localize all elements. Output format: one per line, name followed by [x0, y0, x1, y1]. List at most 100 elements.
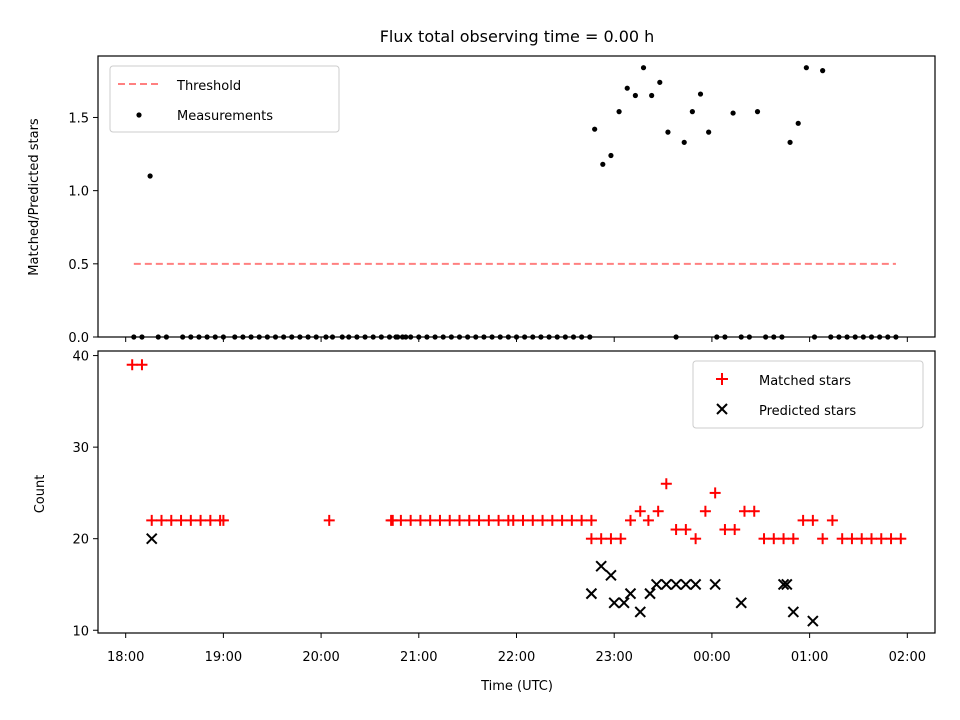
- matched-star-point: [778, 533, 790, 545]
- matched-star-point: [395, 514, 407, 526]
- matched-star-point: [670, 524, 682, 536]
- measurement-point: [820, 68, 826, 74]
- matched-star-point: [444, 514, 456, 526]
- predicted-star-point: [618, 597, 630, 609]
- matched-star-point: [680, 524, 692, 536]
- measurement-point: [147, 173, 153, 179]
- measurement-point: [681, 139, 687, 145]
- matched-star-point: [126, 359, 138, 371]
- predicted-star-point: [709, 578, 721, 591]
- matched-star-point: [660, 478, 672, 490]
- measurement-point: [697, 91, 704, 97]
- matched-star-point: [605, 533, 617, 545]
- matched-star-point: [473, 514, 485, 526]
- predicted-star-point: [605, 569, 617, 582]
- matched-star-point: [424, 514, 436, 526]
- matched-star-point: [414, 514, 426, 526]
- predicted-star-point: [650, 578, 663, 591]
- measurement-point: [787, 139, 793, 145]
- predicted-star-point: [787, 606, 800, 618]
- matched-star-point: [185, 514, 197, 526]
- matched-legend-label: Matched stars: [759, 374, 851, 389]
- matched-legend-swatch: [716, 373, 728, 385]
- measurement-point: [706, 129, 712, 135]
- matched-star-point: [758, 533, 770, 545]
- matched-star-point: [136, 359, 148, 371]
- measurement-point: [795, 120, 801, 126]
- measurement-point: [665, 129, 671, 135]
- measurement-point: [803, 65, 809, 71]
- measurement-point: [730, 110, 736, 116]
- top-y-tick-label: 1.0: [68, 185, 89, 200]
- bottom-x-tick-label: 23:00: [595, 650, 632, 665]
- matched-star-point: [546, 514, 558, 526]
- matched-star-point: [624, 514, 636, 526]
- matched-star-point: [652, 505, 664, 517]
- bottom-legend: Matched stars Predicted stars: [692, 360, 924, 429]
- matched-star-point: [885, 533, 897, 545]
- bottom-x-tick-label: 22:00: [498, 650, 535, 665]
- matched-star-point: [836, 533, 848, 545]
- matched-star-point: [576, 514, 588, 526]
- matched-star-point: [719, 524, 731, 536]
- matched-star-point: [807, 514, 819, 526]
- matched-star-point: [585, 514, 597, 526]
- measurements-legend-label: Measurements: [177, 109, 273, 124]
- measurement-point: [754, 109, 761, 115]
- matched-star-point: [323, 514, 335, 526]
- predicted-star-point: [624, 587, 637, 600]
- matched-star-point: [204, 514, 216, 526]
- matched-star-point: [463, 514, 475, 526]
- matched-star-point: [856, 533, 868, 545]
- matched-star-point: [748, 505, 760, 517]
- predicted-star-point: [680, 578, 692, 591]
- measurement-point: [600, 161, 606, 167]
- matched-star-point: [768, 533, 780, 545]
- predicted-star-point: [807, 615, 819, 627]
- matched-star-point: [507, 514, 519, 526]
- top-y-tick-label: 1.5: [68, 111, 89, 126]
- matched-star-point: [454, 514, 466, 526]
- measurement-point: [640, 65, 647, 71]
- matched-star-point: [642, 514, 654, 526]
- predicted-star-point: [585, 587, 598, 600]
- bottom-y-tick-label: 10: [72, 624, 89, 639]
- matched-star-point: [690, 533, 702, 545]
- bottom-y-tick-label: 40: [72, 350, 89, 365]
- predicted-star-point: [777, 578, 790, 591]
- matched-star-point: [826, 514, 838, 526]
- matched-star-point: [895, 533, 907, 545]
- predicted-star-point: [608, 597, 620, 609]
- top-y-tick-label: 0.5: [68, 258, 89, 273]
- predicted-star-point: [670, 578, 682, 591]
- predicted-star-point: [644, 587, 656, 600]
- matched-star-point: [217, 514, 229, 526]
- predicted-legend-swatch: [716, 403, 728, 415]
- matched-star-point: [817, 533, 829, 545]
- predicted-star-point: [689, 578, 702, 591]
- matched-star-point: [146, 514, 158, 526]
- measurement-point: [616, 109, 622, 115]
- matched-star-point: [434, 514, 446, 526]
- matched-star-point: [556, 514, 568, 526]
- measurement-point: [592, 126, 598, 132]
- predicted-star-point: [660, 578, 673, 591]
- matched-star-point: [865, 533, 877, 545]
- matched-star-point: [797, 514, 809, 526]
- predicted-legend-label: Predicted stars: [759, 404, 856, 419]
- top-axes-frame: [97, 55, 936, 338]
- top-y-tick-label: 0.0: [68, 331, 89, 346]
- matched-star-point: [405, 514, 417, 526]
- matched-star-point: [527, 514, 539, 526]
- bottom-x-axis-label: Time (UTC): [480, 679, 553, 694]
- matched-star-point: [738, 505, 750, 517]
- matched-star-point: [875, 533, 887, 545]
- top-chart-title: Flux total observing time = 0.00 h: [380, 27, 655, 46]
- predicted-star-point: [735, 597, 747, 609]
- matched-star-point: [615, 533, 627, 545]
- top-y-ticks: 0.0 0.5 1.0 1.5: [68, 111, 98, 346]
- bottom-x-tick-label: 01:00: [791, 650, 828, 665]
- predicted-star-point: [595, 560, 607, 572]
- matched-star-point: [537, 514, 549, 526]
